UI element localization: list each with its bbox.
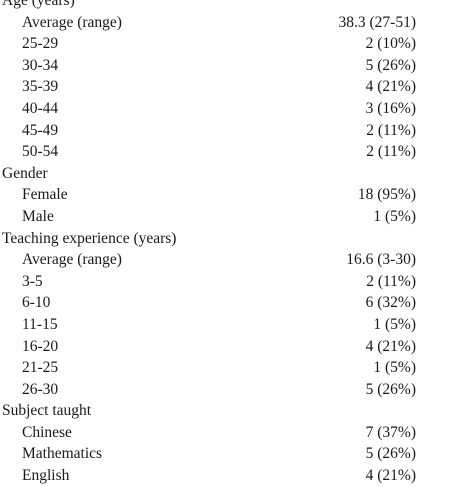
row-label: Chinese [22, 423, 72, 441]
row-label: Female [22, 186, 68, 204]
table-row: 16-20 4 (21%) [0, 336, 474, 358]
row-value: 3 (16%) [365, 99, 416, 117]
table-row: 50-54 2 (11%) [0, 141, 474, 163]
row-value: 16.6 (3-30) [346, 251, 416, 269]
row-label: Average (range) [22, 251, 122, 269]
row-value: 4 (21%) [365, 78, 416, 96]
row-label: 50-54 [22, 143, 59, 161]
table-row: 6-10 6 (32%) [0, 292, 474, 314]
row-label: 6-10 [22, 294, 51, 312]
row-value: 4 (21%) [365, 337, 416, 355]
row-value: 38.3 (27-51) [338, 13, 417, 31]
table-row: 30-34 5 (26%) [0, 55, 474, 77]
table-row: 26-30 5 (26%) [0, 379, 474, 401]
row-value: 2 (11%) [366, 121, 416, 139]
table-row: Chinese 7 (37%) [0, 422, 474, 444]
section-label: Subject taught [2, 402, 92, 420]
row-value: 5 (26%) [365, 445, 416, 463]
row-label: 45-49 [22, 121, 59, 139]
row-value: 5 (26%) [365, 380, 416, 398]
row-label: 35-39 [22, 78, 59, 96]
row-value: 1 (5%) [373, 359, 416, 377]
section-header-gender: Gender [0, 163, 474, 185]
row-value: 7 (37%) [365, 423, 416, 441]
row-label: English [22, 467, 70, 485]
row-label: Male [22, 207, 54, 225]
row-value: 1 (5%) [373, 207, 416, 225]
table-row: 40-44 3 (16%) [0, 98, 474, 120]
section-header-teaching-experience: Teaching experience (years) [0, 228, 474, 250]
table-row: 3-5 2 (11%) [0, 271, 474, 293]
row-label: 26-30 [22, 380, 59, 398]
table-row: Male 1 (5%) [0, 206, 474, 228]
table-row: English 4 (21%) [0, 465, 474, 487]
row-value: 18 (95%) [357, 186, 416, 204]
row-label: 21-25 [22, 359, 59, 377]
row-label: 40-44 [22, 99, 59, 117]
table-row: 21-25 1 (5%) [0, 357, 474, 379]
section-header-age: Age (years) [0, 0, 474, 12]
row-label: 16-20 [22, 337, 59, 355]
table-row: 35-39 4 (21%) [0, 76, 474, 98]
row-label: 11-15 [22, 315, 58, 333]
row-value: 1 (5%) [373, 315, 416, 333]
section-label: Gender [2, 164, 48, 182]
table-row: 11-15 1 (5%) [0, 314, 474, 336]
table-row: Average (range) 38.3 (27-51) [0, 12, 474, 34]
section-label: Age (years) [2, 0, 75, 9]
row-value: 2 (11%) [366, 272, 416, 290]
row-label: Average (range) [22, 13, 122, 31]
table-row: Mathematics 5 (26%) [0, 443, 474, 465]
section-header-subject-taught: Subject taught [0, 400, 474, 422]
row-value: 5 (26%) [365, 56, 416, 74]
row-label: 25-29 [22, 35, 59, 53]
row-value: 2 (11%) [366, 143, 416, 161]
row-label: 30-34 [22, 56, 59, 74]
table-row: 25-29 2 (10%) [0, 33, 474, 55]
table-row: 45-49 2 (11%) [0, 120, 474, 142]
row-label: 3-5 [22, 272, 43, 290]
row-value: 6 (32%) [365, 294, 416, 312]
row-label: Mathematics [22, 445, 103, 463]
table-row: Female 18 (95%) [0, 184, 474, 206]
row-value: 2 (10%) [365, 35, 416, 53]
row-value: 4 (21%) [365, 467, 416, 485]
section-label: Teaching experience (years) [2, 229, 177, 247]
table-row: Average (range) 16.6 (3-30) [0, 249, 474, 271]
